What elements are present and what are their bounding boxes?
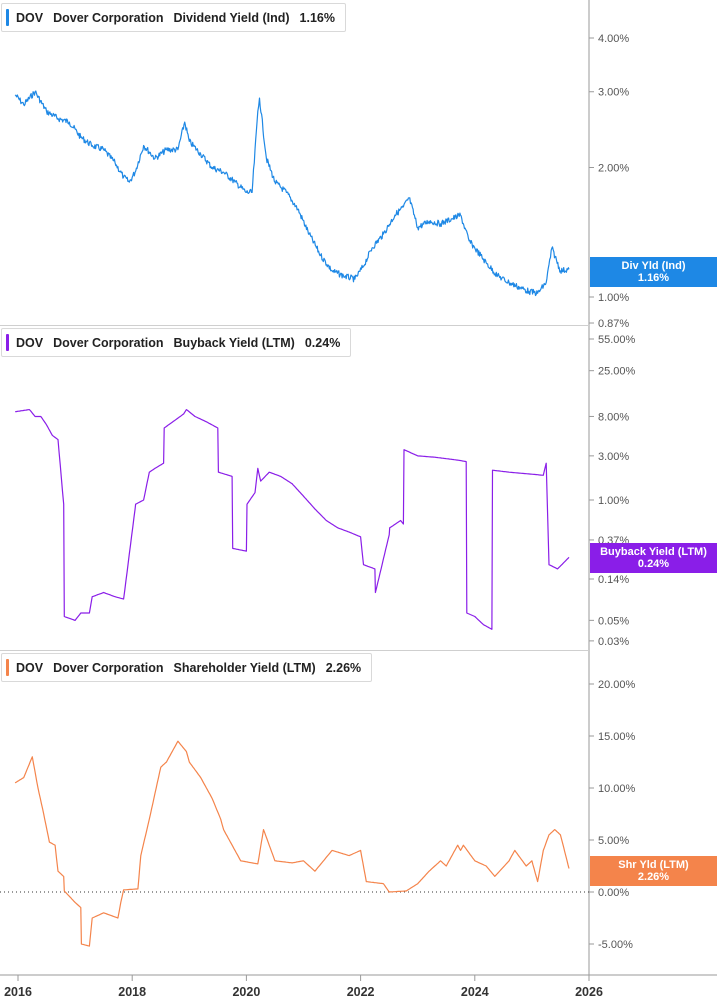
y-tick-label: 0.00% bbox=[598, 887, 629, 899]
y-tick-label: 0.03% bbox=[598, 636, 629, 648]
series-line bbox=[15, 409, 570, 630]
legend-ticker: DOV bbox=[16, 10, 44, 25]
legend-buyback-yield[interactable]: DOV Dover Corporation Buyback Yield (LTM… bbox=[1, 328, 352, 357]
legend-company: Dover Corporation bbox=[53, 335, 164, 350]
legend-metric: Dividend Yield (Ind) bbox=[173, 10, 290, 25]
y-tick-label: 2.00% bbox=[598, 163, 629, 175]
y-tick-label: 3.00% bbox=[598, 451, 629, 463]
shareholder-swatch bbox=[6, 659, 9, 676]
x-tick-label: 2018 bbox=[118, 985, 146, 999]
y-tick-label: 25.00% bbox=[598, 366, 636, 378]
x-tick-label: 2016 bbox=[4, 985, 32, 999]
legend-metric: Buyback Yield (LTM) bbox=[173, 335, 295, 350]
y-tick-label: 3.00% bbox=[598, 87, 629, 99]
badge-label: Shr Yld (LTM) bbox=[618, 859, 689, 871]
badge-label: Buyback Yield (LTM) bbox=[600, 546, 707, 558]
badge-value: 0.24% bbox=[637, 558, 670, 570]
x-tick-label: 2024 bbox=[461, 985, 489, 999]
y-tick-label: -5.00% bbox=[598, 939, 633, 951]
buyback-value-badge: Buyback Yield (LTM) 0.24% bbox=[590, 543, 717, 573]
series-line bbox=[14, 90, 570, 297]
legend-shareholder-yield[interactable]: DOV Dover Corporation Shareholder Yield … bbox=[1, 653, 373, 682]
x-tick-label: 2026 bbox=[575, 985, 603, 999]
y-tick-label: 10.00% bbox=[598, 783, 636, 795]
legend-value: 2.26% bbox=[325, 660, 362, 675]
y-tick-label: 15.00% bbox=[598, 731, 636, 743]
y-tick-label: 5.00% bbox=[598, 835, 629, 847]
dividend-swatch bbox=[6, 9, 9, 26]
y-tick-label: 0.87% bbox=[598, 318, 629, 330]
shareholder-value-badge: Shr Yld (LTM) 2.26% bbox=[590, 856, 717, 886]
y-tick-label: 8.00% bbox=[598, 411, 629, 423]
legend-ticker: DOV bbox=[16, 660, 44, 675]
x-tick-label: 2022 bbox=[347, 985, 375, 999]
legend-value: 1.16% bbox=[299, 10, 335, 25]
y-tick-label: 0.14% bbox=[598, 574, 629, 586]
legend-value: 0.24% bbox=[304, 335, 341, 350]
buyback-swatch bbox=[6, 334, 9, 351]
legend-metric: Shareholder Yield (LTM) bbox=[173, 660, 316, 675]
y-tick-label: 1.00% bbox=[598, 292, 629, 304]
y-tick-label: 4.00% bbox=[598, 33, 629, 45]
dividend-value-badge: Div Yld (Ind) 1.16% bbox=[590, 257, 717, 287]
x-tick-label: 2020 bbox=[232, 985, 260, 999]
legend-dividend-yield[interactable]: DOV Dover Corporation Dividend Yield (In… bbox=[1, 3, 346, 32]
legend-ticker: DOV bbox=[16, 335, 44, 350]
legend-company: Dover Corporation bbox=[53, 660, 164, 675]
y-tick-label: 20.00% bbox=[598, 679, 636, 691]
series-line bbox=[14, 740, 570, 947]
badge-label: Div Yld (Ind) bbox=[621, 260, 686, 272]
badge-value: 1.16% bbox=[637, 272, 670, 284]
y-tick-label: 0.05% bbox=[598, 615, 629, 627]
y-tick-label: 1.00% bbox=[598, 495, 629, 507]
legend-company: Dover Corporation bbox=[53, 10, 164, 25]
badge-value: 2.26% bbox=[637, 871, 670, 883]
y-tick-label: 55.00% bbox=[598, 334, 636, 346]
